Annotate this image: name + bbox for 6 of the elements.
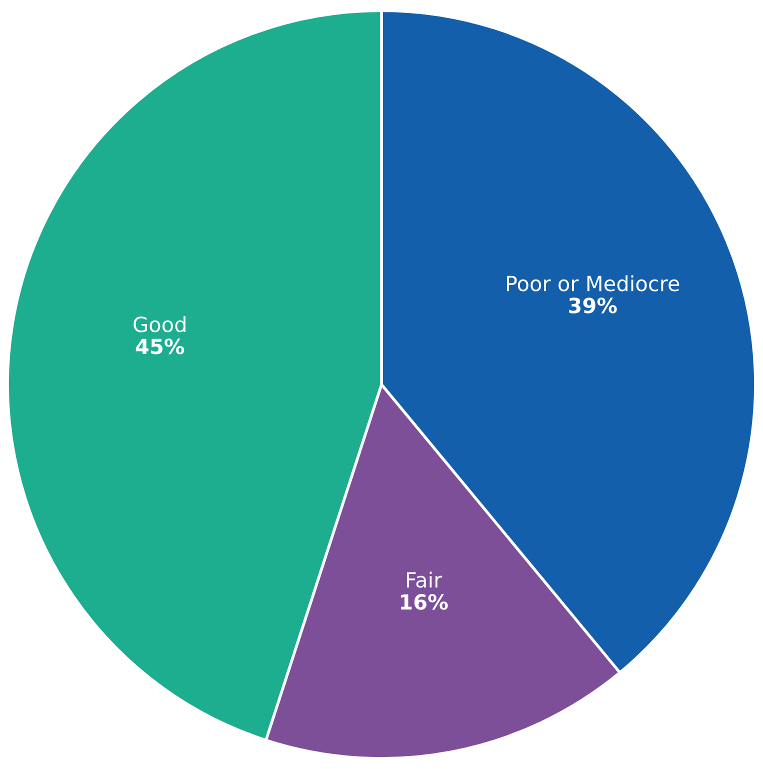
data-label: 39% bbox=[569, 298, 617, 314]
data-label: 16% bbox=[400, 594, 448, 610]
data-label: 45% bbox=[136, 338, 184, 354]
slice-label: Good bbox=[134, 316, 186, 332]
slice-label: Fair bbox=[406, 572, 442, 588]
slice-label: Poor or Mediocre bbox=[506, 275, 680, 292]
